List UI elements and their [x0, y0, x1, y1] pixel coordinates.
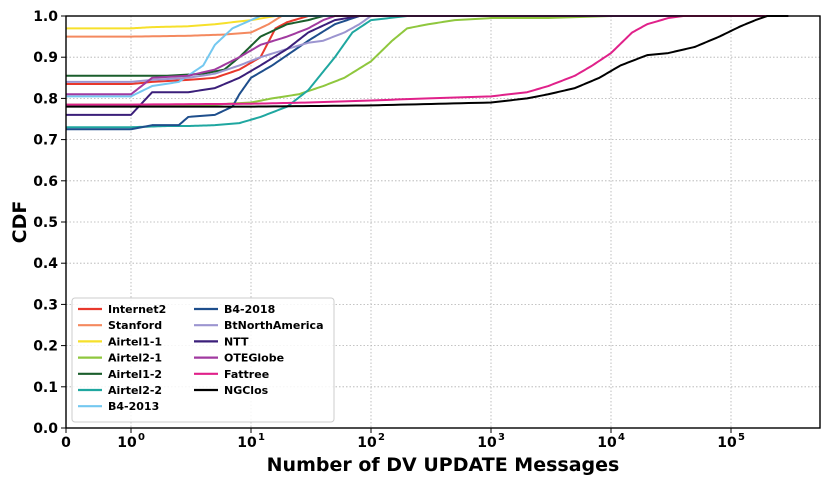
y-tick-label: 0.4 — [33, 256, 58, 272]
y-tick-label: 0.1 — [33, 380, 58, 396]
series-line-oteglobe — [66, 15, 789, 96]
legend-label: BtNorthAmerica — [224, 319, 324, 332]
y-tick-label: 0.7 — [33, 133, 58, 149]
legend-label: Airtel1-1 — [108, 335, 162, 348]
legend-label: OTEGlobe — [224, 352, 284, 365]
x-tick-label: 10 — [357, 435, 377, 451]
y-tick-label: 0.3 — [33, 297, 58, 313]
x-tick-label: 10 — [477, 435, 497, 451]
legend-label: Airtel2-1 — [108, 352, 162, 365]
y-tick-label: 0.2 — [33, 339, 58, 355]
x-tick-label: 10 — [237, 435, 257, 451]
y-tick-label: 0.9 — [33, 50, 58, 66]
x-tick-label: 10 — [117, 435, 137, 451]
series-line-airtel2-1 — [66, 15, 789, 106]
y-tick-label: 0.0 — [33, 421, 58, 437]
legend-label: NTT — [224, 335, 249, 348]
y-tick-label: 0.6 — [33, 174, 58, 190]
x-tick-label: 10 — [597, 435, 617, 451]
series-line-internet2 — [66, 15, 789, 85]
x-tick-exponent: 1 — [258, 432, 265, 443]
x-tick-exponent: 3 — [498, 432, 505, 443]
y-tick-label: 0.8 — [33, 91, 58, 107]
series-line-b4-2013 — [66, 15, 789, 98]
series-line-ngclos — [66, 15, 789, 108]
legend-box — [71, 297, 335, 423]
x-tick-exponent: 2 — [378, 432, 385, 443]
series-line-b4-2018 — [66, 15, 789, 131]
x-tick-label: 10 — [717, 435, 737, 451]
x-tick-exponent: 0 — [138, 432, 145, 443]
y-axis-label: CDF — [9, 201, 31, 244]
y-tick-label: 0.5 — [33, 215, 58, 231]
series-line-fattree — [66, 15, 789, 106]
x-tick-label: 0 — [61, 435, 71, 451]
x-tick-exponent: 5 — [738, 432, 745, 443]
legend: Internet2 Stanford Airtel1-1 Airtel2-1 Airte… — [71, 297, 335, 423]
series-lines — [66, 15, 789, 131]
x-tick-exponent: 4 — [618, 432, 625, 443]
series-line-ntt — [66, 15, 789, 116]
legend-label: Stanford — [108, 319, 162, 332]
y-tick-label: 1.0 — [33, 9, 58, 25]
x-axis-label: Number of DV UPDATE Messages — [267, 454, 620, 476]
legend-label: Internet2 — [108, 303, 166, 316]
legend-label: Fattree — [224, 368, 269, 381]
series-line-airtel1-2 — [66, 15, 789, 77]
legend-label: Airtel1-2 — [108, 368, 162, 381]
legend-label: Airtel2-2 — [108, 384, 162, 397]
y-axis-ticks: 0.0 0.1 0.2 0.3 0.4 0.5 0.6 0.7 0.8 0.9 1.0 — [33, 9, 66, 437]
legend-label: B4-2013 — [108, 400, 159, 413]
x-axis-ticks: 0 10 0 10 1 10 2 10 3 10 4 10 5 — [61, 428, 745, 451]
legend-label: NGClos — [224, 384, 269, 397]
legend-label: B4-2018 — [224, 303, 275, 316]
